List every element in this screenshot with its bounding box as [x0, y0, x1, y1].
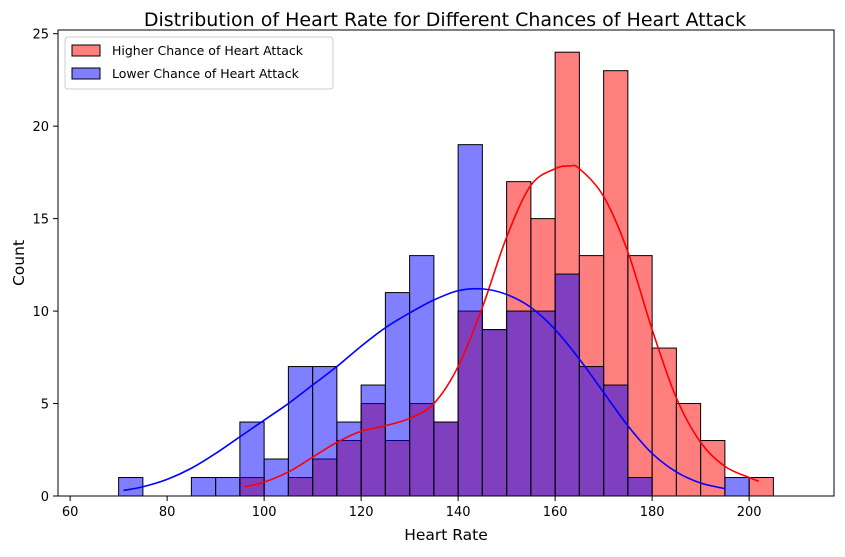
bar-lower-chance [287, 366, 314, 497]
kde-line-lower-chance [123, 287, 726, 492]
legend-label-higher: Higher Chance of Heart Attack [112, 43, 304, 58]
legend-label-lower: Lower Chance of Heart Attack [112, 66, 300, 81]
x-tick-label: 100 [252, 505, 277, 520]
bar-lower-chance [384, 292, 411, 497]
y-axis-ticks: 0 5 10 15 20 25 [32, 28, 58, 505]
x-axis-label: Heart Rate [404, 526, 488, 544]
bar-lower-chance [603, 384, 629, 497]
y-axis-label: Count [10, 240, 28, 286]
x-tick-label: 140 [446, 505, 471, 520]
x-axis-ticks: 60 80 100 120 140 160 180 200 [62, 496, 762, 520]
bar-lower-chance [336, 421, 362, 497]
legend-swatch-lower [71, 67, 101, 80]
y-tick-label: 25 [32, 28, 49, 43]
x-tick-label: 180 [640, 505, 665, 520]
bar-lower-chance [530, 310, 556, 497]
y-tick-label: 5 [41, 398, 49, 413]
bar-lower-chance [506, 310, 532, 497]
bar-lower-chance [481, 329, 508, 497]
bar-lower-chance [554, 273, 580, 497]
x-tick-label: 120 [349, 505, 374, 520]
bar-lower-chance [433, 421, 459, 497]
kde-line-higher-chance [244, 164, 760, 488]
chart-title: Distribution of Heart Rate for Different… [144, 9, 746, 31]
bar-higher-chance [651, 347, 677, 497]
bar-lower-chance [457, 144, 483, 497]
legend: Higher Chance of Heart Attack Lower Chan… [64, 36, 334, 90]
legend-box [64, 36, 334, 90]
bar-lower-chance [215, 477, 241, 497]
bar-higher-chance [675, 403, 702, 497]
x-tick-label: 160 [543, 505, 568, 520]
x-tick-label: 80 [159, 505, 176, 520]
y-tick-label: 10 [32, 305, 49, 320]
y-tick-label: 0 [41, 490, 49, 505]
plot-frame [57, 29, 835, 497]
bar-lower-chance [578, 366, 605, 497]
bar-lower-chance [409, 255, 435, 497]
bar-lower-chance [627, 477, 653, 497]
y-tick-label: 20 [32, 120, 49, 135]
legend-swatch-higher [71, 44, 101, 57]
bar-higher-chance [748, 477, 774, 497]
x-tick-label: 60 [62, 505, 79, 520]
bar-lower-chance [360, 384, 386, 497]
y-tick-label: 15 [32, 213, 49, 228]
x-tick-label: 200 [737, 505, 762, 520]
kde-curves [123, 164, 760, 492]
bar-lower-chance [724, 477, 750, 497]
bar-lower-chance [118, 477, 144, 497]
bar-lower-chance [190, 477, 217, 497]
bar-lower-chance [312, 366, 338, 497]
